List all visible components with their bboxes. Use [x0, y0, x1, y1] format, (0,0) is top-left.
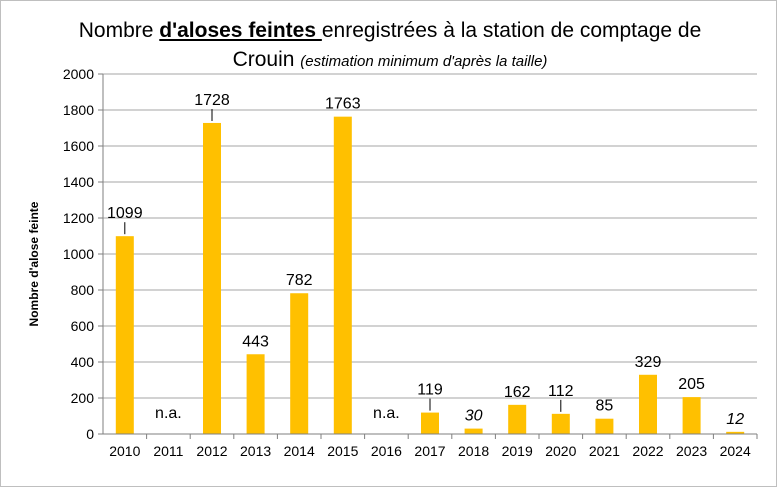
data-label: 85 — [596, 398, 614, 415]
y-tick-label: 1200 — [63, 210, 94, 226]
chart-title-part2: enregistrées à la station de comptage de… — [232, 19, 702, 71]
y-tick-label: 2000 — [63, 66, 94, 82]
x-tick-label: 2013 — [240, 443, 271, 459]
chart-title-part1: Nombre — [78, 19, 160, 42]
bar — [246, 354, 265, 434]
y-tick-label: 1600 — [63, 138, 94, 154]
x-tick-label: 2024 — [720, 443, 751, 459]
data-label: 205 — [678, 376, 705, 393]
data-label: n.a. — [155, 405, 182, 422]
y-tick-labels: 0 200 400 600 800 1000 1200 1400 1600 1800 2000 — [63, 66, 94, 442]
x-tick-label: 2011 — [153, 443, 183, 459]
data-label: 119 — [417, 382, 443, 399]
chart-title-bold: d'aloses feintes — [159, 19, 322, 42]
bar — [726, 431, 745, 434]
grid-lines — [98, 73, 757, 435]
x-tick-labels: 2010 2011 2012 2013 2014 2015 2016 2017 2018 2019… — [109, 443, 751, 459]
data-label: 1763 — [325, 96, 361, 113]
y-tick-label: 200 — [71, 390, 95, 406]
axes — [102, 74, 758, 439]
x-tick-label: 2020 — [545, 443, 576, 459]
chart-title: Nombre d'aloses feintes enregistrées à l… — [60, 16, 720, 76]
data-label: 1728 — [194, 92, 230, 109]
y-tick-label: 0 — [86, 426, 94, 442]
bar — [115, 236, 134, 434]
x-tick-label: 2019 — [502, 443, 533, 459]
x-tick-label: 2010 — [109, 443, 140, 459]
x-tick-label: 2023 — [676, 443, 707, 459]
y-tick-label: 800 — [71, 282, 95, 298]
y-tick-label: 1800 — [63, 102, 94, 118]
bar — [421, 412, 439, 434]
x-tick-label: 2014 — [284, 443, 315, 459]
y-tick-label: 400 — [71, 354, 95, 370]
bar — [682, 397, 701, 434]
bar — [551, 413, 570, 434]
data-label: n.a. — [373, 405, 400, 422]
bar — [639, 374, 657, 434]
data-label: 1099 — [107, 205, 143, 222]
y-tick-label: 1400 — [63, 174, 94, 190]
data-label: 443 — [242, 333, 269, 350]
x-tick-label: 2021 — [589, 443, 620, 459]
chart-subtitle: (estimation minimum d'après la taille) — [300, 53, 548, 70]
x-tick-label: 2015 — [327, 443, 358, 459]
y-tick-label: 600 — [71, 318, 95, 334]
bars — [115, 116, 745, 435]
x-tick-label: 2016 — [371, 443, 402, 459]
x-tick-label: 2017 — [414, 443, 445, 459]
bar — [290, 293, 309, 434]
x-tick-label: 2012 — [196, 443, 227, 459]
data-label: 112 — [548, 383, 574, 400]
x-tick-label: 2022 — [632, 443, 663, 459]
bar — [595, 418, 614, 434]
data-label: 30 — [465, 408, 483, 425]
data-label: 162 — [504, 384, 531, 401]
bar — [203, 122, 221, 435]
bar — [508, 404, 527, 434]
y-tick-label: 1000 — [63, 246, 94, 262]
bar — [333, 116, 352, 434]
y-axis-label: Nombre d'alose feinte — [27, 201, 41, 326]
data-labels: 1099 n.a. 1728 443 782 1763 n.a. 119 30 162 112 85 3… — [107, 92, 744, 428]
data-label: 782 — [286, 272, 313, 289]
data-label: 12 — [726, 411, 744, 428]
bar — [464, 428, 483, 434]
data-label: 329 — [635, 354, 662, 371]
x-tick-label: 2018 — [458, 443, 489, 459]
